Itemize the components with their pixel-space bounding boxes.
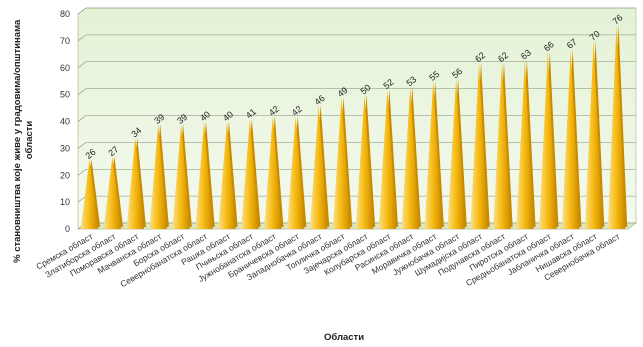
data-label: 50 xyxy=(358,82,372,96)
y-tick-label: 10 xyxy=(60,197,70,207)
y-axis-title-line2: области xyxy=(24,121,35,160)
bar xyxy=(424,81,444,229)
data-label: 70 xyxy=(588,29,602,43)
bar xyxy=(562,48,582,229)
bar xyxy=(103,156,124,229)
x-axis-title: Области xyxy=(324,332,364,343)
bar xyxy=(493,62,513,229)
bar xyxy=(539,51,559,229)
data-label: 46 xyxy=(313,93,327,107)
y-tick-label: 30 xyxy=(60,143,70,153)
y-tick-label: 40 xyxy=(60,117,70,127)
data-label: 55 xyxy=(427,69,441,83)
data-label: 42 xyxy=(267,104,281,118)
gridline xyxy=(77,7,636,15)
data-label: 26 xyxy=(83,147,97,161)
y-axis-title: % становништва које живе у градовима/опш… xyxy=(12,17,35,263)
bar xyxy=(584,40,605,229)
gridline xyxy=(77,61,636,68)
gridline xyxy=(77,34,636,42)
bar xyxy=(401,86,421,229)
bar xyxy=(264,116,284,229)
bar xyxy=(607,24,628,229)
y-axis-title-line1: % становништва које живе у градовима/опш… xyxy=(12,19,23,263)
bar xyxy=(241,118,261,229)
y-tick-label: 50 xyxy=(60,90,70,100)
data-label: 27 xyxy=(106,144,120,158)
data-label: 56 xyxy=(450,66,464,80)
bar xyxy=(470,62,490,229)
bar xyxy=(287,116,307,229)
data-label: 52 xyxy=(381,77,395,91)
data-label: 42 xyxy=(290,104,304,118)
data-label: 63 xyxy=(519,47,533,61)
data-label: 40 xyxy=(198,109,212,123)
bar xyxy=(516,59,536,229)
bar xyxy=(172,124,192,229)
bar xyxy=(378,89,399,229)
bar xyxy=(332,97,353,229)
data-label: 62 xyxy=(473,50,487,64)
data-label: 39 xyxy=(152,112,166,126)
y-tick-label: 60 xyxy=(60,63,70,73)
bar xyxy=(149,124,169,229)
bar xyxy=(80,159,101,229)
data-label: 34 xyxy=(129,125,143,139)
data-label: 41 xyxy=(244,106,258,120)
gridlines xyxy=(77,7,636,230)
y-tick-label: 80 xyxy=(60,9,70,19)
bars xyxy=(80,24,628,229)
bar xyxy=(126,137,146,229)
data-label: 66 xyxy=(542,39,556,53)
data-label: 67 xyxy=(565,37,579,51)
data-label: 53 xyxy=(404,74,418,88)
data-label: 76 xyxy=(611,12,625,26)
gridline xyxy=(77,88,636,95)
data-label: 49 xyxy=(336,85,350,99)
data-label: 40 xyxy=(221,109,235,123)
bar xyxy=(447,78,467,229)
y-tick-label: 70 xyxy=(60,36,70,46)
bar xyxy=(195,121,215,229)
bar xyxy=(309,105,330,229)
y-axis-ticks: 0 10 20 30 40 50 60 70 80 xyxy=(60,9,70,234)
data-label: 62 xyxy=(496,50,510,64)
data-label: 39 xyxy=(175,112,189,126)
bar xyxy=(355,94,376,229)
bar xyxy=(218,121,238,229)
data-labels: 26 27 34 39 39 40 40 41 42 42 46 49 50 52 53 55 56 62 62 63… xyxy=(83,12,624,160)
y-tick-label: 20 xyxy=(60,170,70,180)
gridline xyxy=(77,115,636,122)
y-tick-label: 0 xyxy=(65,224,70,234)
